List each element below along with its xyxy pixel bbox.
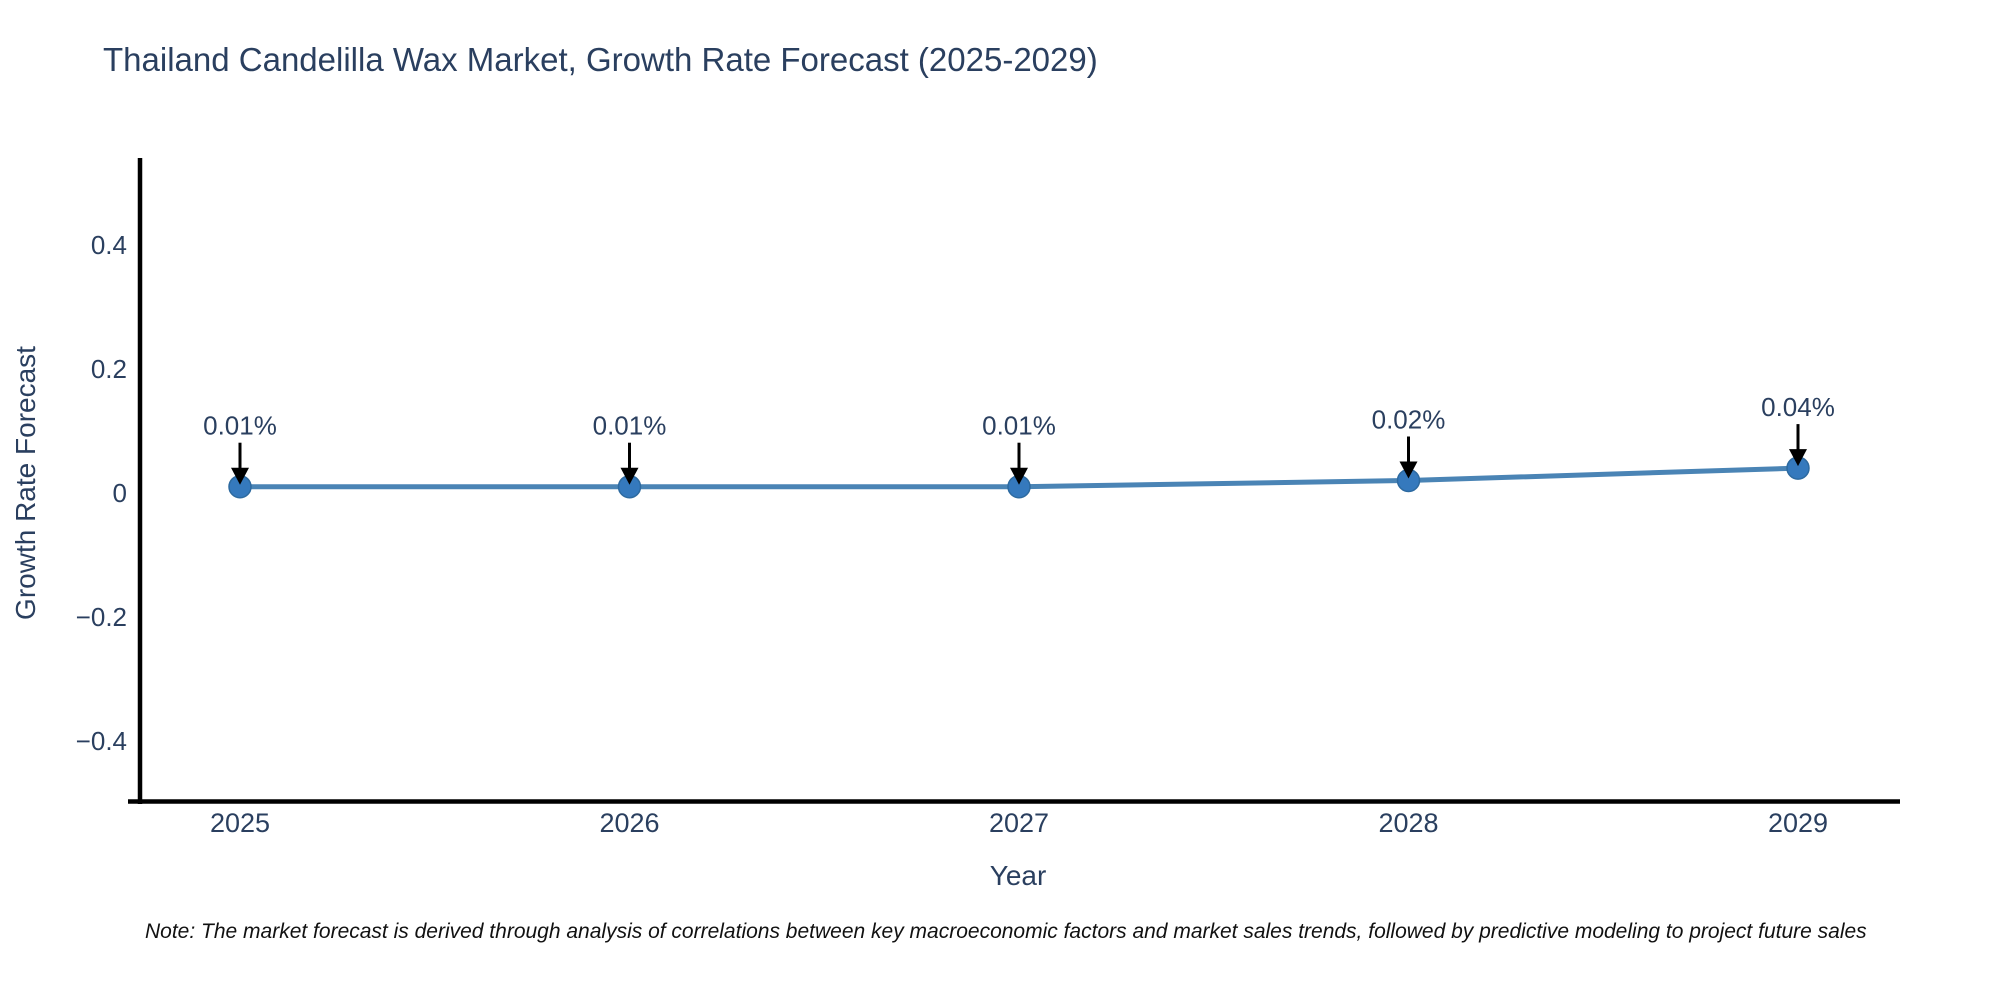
x-tick-label: 2026 [599,808,659,838]
footnote: Note: The market forecast is derived thr… [145,920,1867,943]
annotation-arrowhead [620,467,639,485]
y-tick-label: 0.2 [91,354,127,384]
annotation-arrowhead [1010,467,1028,485]
x-tick-label: 2027 [989,808,1049,838]
annotation-arrowhead [231,467,249,485]
x-tick-label: 2028 [1378,808,1438,838]
annotation-arrowhead [1399,461,1418,479]
annotation-label: 0.01% [203,411,277,441]
chart-title: Thailand Candelilla Wax Market, Growth R… [103,41,1098,78]
y-axis-label: Growth Rate Forecast [10,346,41,620]
x-tick-label: 2025 [210,808,270,838]
annotation-label: 0.02% [1372,405,1446,435]
y-tick-label: −0.4 [76,726,127,756]
annotation-label: 0.04% [1761,392,1835,422]
x-axis-label: Year [989,860,1047,891]
y-tick-label: 0 [113,478,127,508]
x-tick-label: 2029 [1768,808,1828,838]
y-tick-label: −0.2 [76,602,127,632]
y-tick-label: 0.4 [91,230,127,260]
annotation-label: 0.01% [593,411,667,441]
annotation-label: 0.01% [982,411,1056,441]
annotation-arrowhead [1789,449,1807,467]
